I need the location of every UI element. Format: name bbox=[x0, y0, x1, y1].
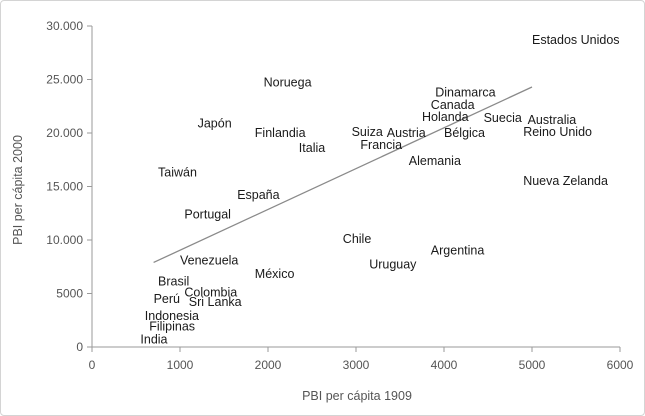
y-tick-label: 30.000 bbox=[46, 19, 83, 33]
y-tick-label: 0 bbox=[76, 340, 83, 354]
data-point-label: Australia bbox=[528, 113, 577, 127]
data-point-label: Italia bbox=[299, 141, 325, 155]
x-axis-title: PBI per cápita 1909 bbox=[302, 389, 412, 403]
data-point-label: Argentina bbox=[431, 244, 485, 258]
axes-group: 0 5000 10.000 15.000 20.000 25.000 30.000 0 1000… bbox=[46, 19, 633, 372]
x-tick-label: 2000 bbox=[255, 358, 282, 372]
x-tick-label: 4000 bbox=[431, 358, 458, 372]
data-point-label: Perú bbox=[154, 292, 180, 306]
data-point-label: Nueva Zelanda bbox=[523, 174, 608, 188]
data-point-label: Chile bbox=[343, 232, 372, 246]
data-point-label: Reino Unido bbox=[523, 125, 592, 139]
data-point-label: India bbox=[140, 333, 167, 347]
data-point-label: Noruega bbox=[264, 76, 312, 90]
y-axis-title: PBI per cápita 2000 bbox=[11, 135, 25, 245]
data-point-label: Holanda bbox=[422, 110, 469, 124]
data-point-label: Austria bbox=[387, 126, 426, 140]
y-tick-label: 5000 bbox=[56, 287, 83, 301]
x-tick-label: 3000 bbox=[343, 358, 370, 372]
data-point-label: Estados Unidos bbox=[532, 33, 620, 47]
x-tick-label: 5000 bbox=[519, 358, 546, 372]
data-point-label: Japón bbox=[198, 116, 232, 130]
data-point-label: Brasil bbox=[158, 275, 189, 289]
data-point-label: Suiza bbox=[352, 125, 383, 139]
data-point-label: Canada bbox=[431, 98, 475, 112]
y-tick-label: 20.000 bbox=[46, 126, 83, 140]
data-point-label: Portugal bbox=[184, 207, 231, 221]
data-point-label: Suecia bbox=[484, 111, 522, 125]
data-point-label: Finlandia bbox=[255, 126, 306, 140]
y-tick-label: 10.000 bbox=[46, 233, 83, 247]
data-point-label: Taiwán bbox=[158, 166, 197, 180]
points-group: Estados Unidos Noruega DinamarcaCanadaHola… bbox=[140, 33, 619, 347]
data-point-label: Uruguay bbox=[369, 258, 417, 272]
trendline-group bbox=[153, 86, 533, 264]
data-point-label: España bbox=[237, 188, 279, 202]
data-point-label: Bélgica bbox=[444, 126, 485, 140]
x-tick-label: 1000 bbox=[167, 358, 194, 372]
data-point-label: Filipinas bbox=[149, 320, 195, 334]
y-tick-label: 25.000 bbox=[46, 73, 83, 87]
data-point-label: Alemania bbox=[409, 154, 461, 168]
x-tick-label: 6000 bbox=[607, 358, 634, 372]
data-point-label: México bbox=[255, 267, 295, 281]
x-tick-label: 0 bbox=[89, 358, 96, 372]
trendline bbox=[153, 86, 533, 264]
y-tick-label: 15.000 bbox=[46, 180, 83, 194]
data-point-label: Venezuela bbox=[180, 253, 238, 267]
data-point-label: Dinamarca bbox=[435, 85, 495, 99]
data-point-label: Colombia bbox=[184, 285, 237, 299]
data-point-label: Sri Lanka bbox=[189, 295, 242, 309]
data-point-label: Francia bbox=[360, 138, 402, 152]
data-point-label: Indonesia bbox=[145, 309, 199, 323]
